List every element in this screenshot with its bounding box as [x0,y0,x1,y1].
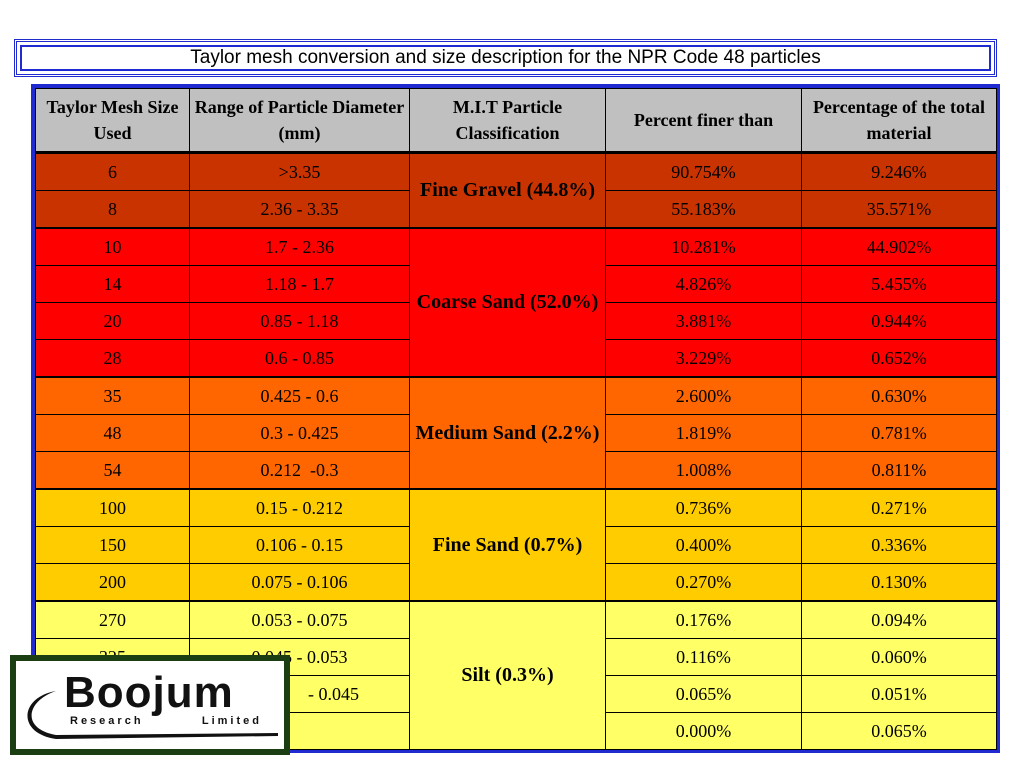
finer-cell: 1.819% [605,414,802,452]
range-cell: 0.106 - 0.15 [189,526,410,564]
header-percent-total: Percentage of the total material [801,88,997,154]
total-cell: 0.811% [801,451,997,490]
page-title: Taylor mesh conversion and size descript… [190,47,821,68]
range-cell: 2.36 - 3.35 [189,190,410,229]
range-cell: 0.075 - 0.106 [189,563,410,602]
table-frame: Taylor Mesh Size Used Range of Particle … [31,84,1000,753]
finer-cell: 2.600% [605,376,802,415]
table-row: 35 0.425 - 0.6 Medium Sand (2.2%) 2.600%… [35,376,997,490]
range-cell: >3.35 [189,151,410,191]
mesh-cell: 8 [35,190,190,229]
finer-cell: 55.183% [605,190,802,229]
finer-cell: 0.270% [605,563,802,602]
logo-sub-right: Limited [201,715,262,727]
mesh-cell: 54 [35,451,190,490]
total-cell: 44.902% [801,227,997,266]
range-cell: 0.15 - 0.212 [189,488,410,527]
boojum-logo: Boojum Research Limited [10,655,290,755]
mesh-cell: 200 [35,563,190,602]
total-cell: 0.065% [801,712,997,750]
table-row: 100 0.15 - 0.212 Fine Sand (0.7%) 0.736%… [35,488,997,602]
finer-cell: 90.754% [605,151,802,191]
finer-cell: 4.826% [605,265,802,303]
range-cell: 1.7 - 2.36 [189,227,410,266]
classification-medium-sand: Medium Sand (2.2%) [409,376,606,490]
finer-cell: 0.065% [605,675,802,713]
total-cell: 9.246% [801,151,997,191]
total-cell: 0.130% [801,563,997,602]
title-inner-border [20,45,991,71]
total-cell: 0.652% [801,339,997,378]
range-cell: 0.85 - 1.18 [189,302,410,340]
classification-coarse-sand: Coarse Sand (52.0%) [409,227,606,378]
table-row: 10 1.7 - 2.36 Coarse Sand (52.0%) 10.281… [35,227,997,378]
total-cell: 0.060% [801,638,997,676]
particle-table: Taylor Mesh Size Used Range of Particle … [35,88,997,750]
header-mesh: Taylor Mesh Size Used [35,88,190,154]
table-row: 6 >3.35 Fine Gravel (44.8%) 90.754% 9.24… [35,151,997,229]
finer-cell: 0.400% [605,526,802,564]
table-row: 270 0.053 - 0.075 Silt (0.3%) 0.176% 0.0… [35,600,997,750]
header-row: Taylor Mesh Size Used Range of Particle … [35,88,997,154]
finer-cell: 0.736% [605,488,802,527]
logo-subtitle: Research Limited [70,715,262,727]
finer-cell: 0.116% [605,638,802,676]
logo-sub-left: Research [70,715,144,727]
mesh-cell: 20 [35,302,190,340]
mesh-cell: 28 [35,339,190,378]
mesh-cell: 100 [35,488,190,527]
table-row: 54 0.212 -0.3 1.008% 0.811% [35,451,997,490]
mesh-cell: 48 [35,414,190,452]
range-cell: 0.212 -0.3 [189,451,410,490]
header-classification: M.I.T Particle Classification [409,88,606,154]
total-cell: 5.455% [801,265,997,303]
range-cell: 0.053 - 0.075 [189,600,410,639]
mesh-cell: 14 [35,265,190,303]
logo-swoosh-icon [27,691,279,739]
total-cell: 0.781% [801,414,997,452]
title-box: Taylor mesh conversion and size descript… [14,39,997,77]
total-cell: 0.630% [801,376,997,415]
classification-fine-sand: Fine Sand (0.7%) [409,488,606,602]
logo-wordmark: Boojum [64,668,234,717]
total-cell: 0.944% [801,302,997,340]
finer-cell: 1.008% [605,451,802,490]
classification-fine-gravel: Fine Gravel (44.8%) [409,151,606,229]
classification-silt: Silt (0.3%) [409,600,606,750]
logo-panel: Boojum Research Limited [16,661,284,749]
total-cell: 0.336% [801,526,997,564]
finer-cell: 10.281% [605,227,802,266]
mesh-cell: 10 [35,227,190,266]
mesh-cell: 35 [35,376,190,415]
total-cell: 0.051% [801,675,997,713]
finer-cell: 3.881% [605,302,802,340]
finer-cell: 0.000% [605,712,802,750]
total-cell: 0.094% [801,600,997,639]
mesh-cell: 150 [35,526,190,564]
mesh-cell: 6 [35,151,190,191]
finer-cell: 3.229% [605,339,802,378]
total-cell: 0.271% [801,488,997,527]
mesh-cell: 270 [35,600,190,639]
range-cell: 0.6 - 0.85 [189,339,410,378]
range-cell: 0.3 - 0.425 [189,414,410,452]
total-cell: 35.571% [801,190,997,229]
range-cell: 1.18 - 1.7 [189,265,410,303]
header-percent-finer: Percent finer than [605,88,802,154]
range-cell: 0.425 - 0.6 [189,376,410,415]
finer-cell: 0.176% [605,600,802,639]
header-range: Range of Particle Diameter (mm) [189,88,410,154]
